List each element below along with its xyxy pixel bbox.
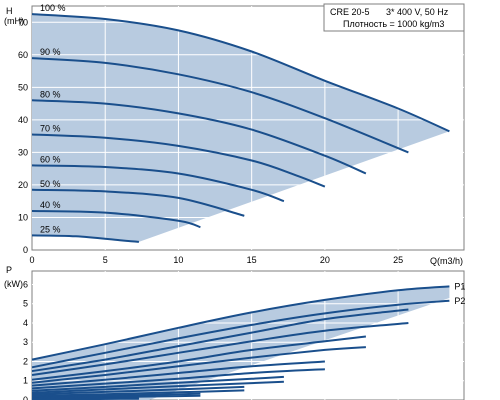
power-y-tick-label: 1 (23, 376, 28, 386)
power-curve-label-p2: P2 (454, 296, 465, 306)
power-curve (31, 389, 245, 397)
power-y-axis-symbol: P (6, 265, 12, 275)
power-curve (31, 360, 325, 387)
head-x-tick-label: 15 (247, 255, 257, 265)
power-y-tick-label: 4 (23, 318, 28, 328)
pump-info-box-frame (323, 3, 465, 32)
head-y-tick-label: 40 (18, 115, 28, 125)
head-x-tick-label: 5 (103, 255, 108, 265)
power-curve (31, 308, 409, 373)
head-curve-label: 50 % (40, 179, 61, 189)
head-x-tick-label: 20 (320, 255, 330, 265)
head-curve-label: 90 % (40, 47, 61, 57)
head-curve-25 (31, 234, 139, 243)
head-curve-50 (31, 188, 245, 217)
power-curve-label-p1: P1 (454, 281, 465, 291)
head-curve-80 (31, 99, 367, 175)
head-curve-40 (31, 210, 201, 229)
fluid-density: Плотность = 1000 kg/m3 (343, 19, 444, 29)
head-curve-label: 70 % (40, 124, 61, 134)
head-y-tick-label: 70 (18, 17, 28, 27)
head-x-tick-label: 25 (393, 255, 403, 265)
head-curve-label: 100 % (40, 3, 66, 13)
head-curve-label: 25 % (40, 224, 61, 234)
head-curve-label: 60 % (40, 154, 61, 164)
power-y-tick-label: 3 (23, 337, 28, 347)
power-y-tick-label: 5 (23, 299, 28, 309)
head-y-tick-labels: 0 10 20 30 40 50 60 70 (18, 17, 28, 255)
head-y-tick-label: 30 (18, 147, 28, 157)
head-x-tick-labels: 0 5 10 15 20 25 (29, 255, 403, 265)
power-curve-p1 (31, 285, 450, 361)
power-curve-p2 (31, 299, 450, 369)
head-y-tick-label: 0 (23, 245, 28, 255)
pump-model: CRE 20-5 (330, 7, 370, 17)
power-panel: P1 P2 0 1 2 3 4 5 6 P (kW) Q(m3/h) (4, 256, 465, 400)
head-panel: 100 % 90 % 80 % 70 % 60 % 50 % 40 % 25 % 0 5 10 15… (4, 3, 465, 265)
head-curve-100 (31, 13, 450, 133)
power-curve-labels: P1 P2 (454, 281, 465, 305)
pump-info-box: CRE 20-5 3* 400 V, 50 Hz Плотность = 100… (323, 3, 465, 32)
power-y-axis-unit: (kW) (4, 279, 23, 289)
power-curves (31, 285, 450, 400)
power-curve (31, 375, 284, 392)
head-x-tick-label: 10 (173, 255, 183, 265)
power-curve (31, 397, 139, 400)
power-curve (31, 385, 245, 396)
power-curve (31, 392, 201, 399)
power-y-tick-label: 2 (23, 356, 28, 366)
head-y-axis-symbol: H (6, 6, 13, 16)
head-y-tick-label: 20 (18, 180, 28, 190)
head-y-tick-label: 50 (18, 82, 28, 92)
head-curve-60 (31, 164, 285, 203)
power-curve (31, 322, 409, 376)
power-y-tick-labels: 0 1 2 3 4 5 6 (23, 279, 28, 400)
power-curve (31, 368, 325, 390)
head-x-tick-label: 0 (29, 255, 34, 265)
head-curve-90 (31, 57, 409, 154)
head-y-axis-unit: (mH) (4, 16, 24, 26)
power-curve (31, 335, 367, 381)
head-y-tick-label: 10 (18, 212, 28, 222)
head-curve-70 (31, 133, 326, 188)
head-curve-label: 80 % (40, 89, 61, 99)
power-curve (31, 346, 366, 384)
head-curve-label: 40 % (40, 200, 61, 210)
head-curves (31, 13, 450, 243)
power-curve (31, 394, 201, 400)
head-y-tick-label: 60 (18, 50, 28, 60)
flow-x-axis-label: Q(m3/h) (430, 256, 463, 266)
power-curve (31, 380, 284, 394)
head-curve-labels: 100 % 90 % 80 % 70 % 60 % 50 % 40 % 25 % (40, 3, 66, 234)
head-gridlines (32, 6, 464, 250)
power-y-tick-label: 6 (23, 279, 28, 289)
power-y-tick-label: 0 (23, 395, 28, 400)
pump-supply: 3* 400 V, 50 Hz (386, 7, 449, 17)
